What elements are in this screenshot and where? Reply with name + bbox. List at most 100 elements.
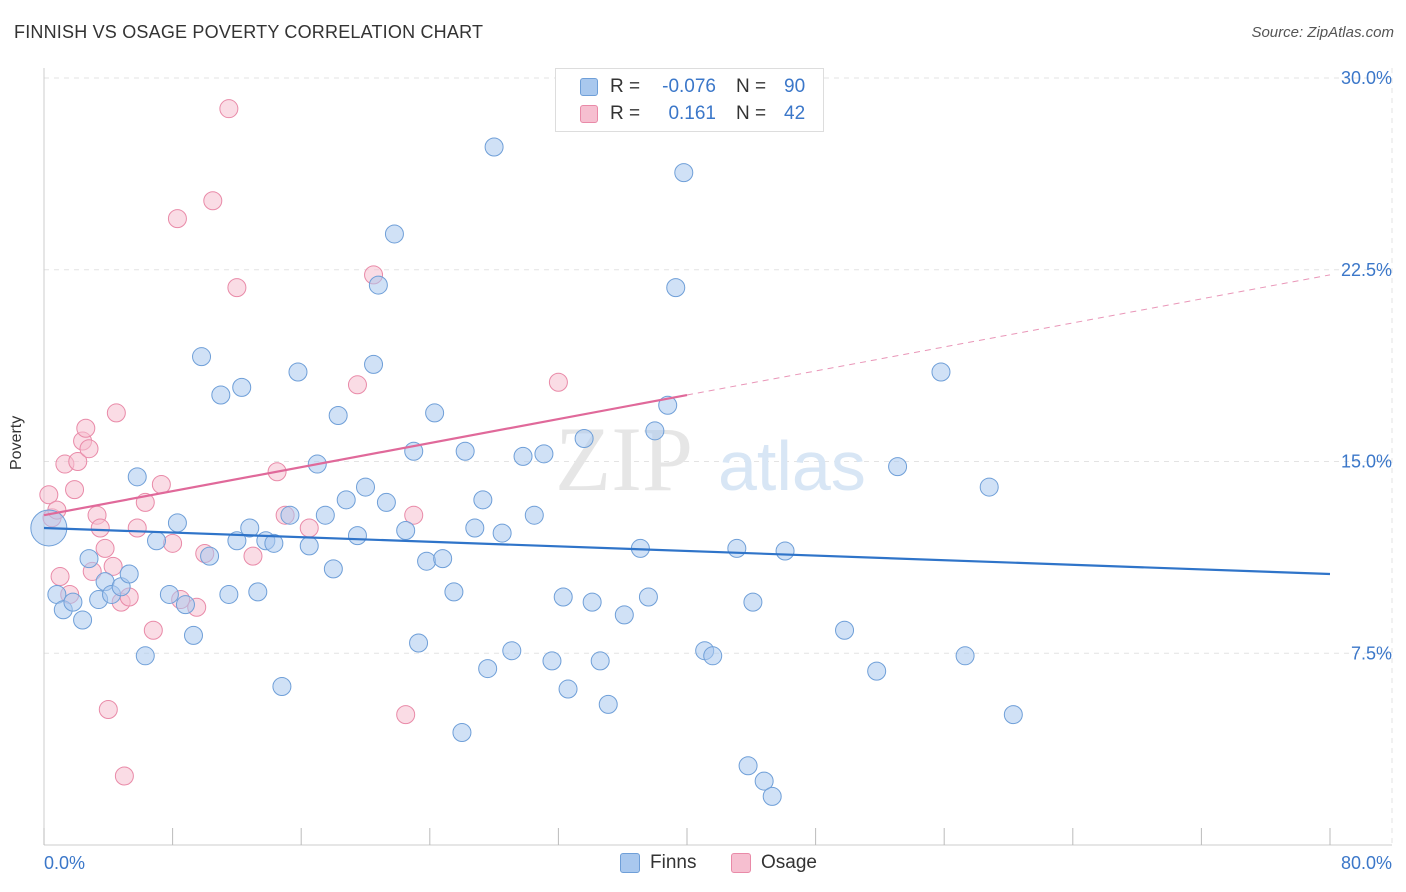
finns-point [364, 354, 384, 374]
finns-point [590, 651, 610, 671]
finns-point [175, 595, 195, 615]
finns-point [368, 275, 388, 295]
osage-point [151, 475, 171, 495]
watermark-zip: ZIP [555, 408, 693, 510]
correlation-legend: R = -0.076 N = 90 R = 0.161 N = 42 [555, 68, 824, 132]
n-label: N = [736, 76, 767, 97]
finns-point [743, 592, 763, 612]
finns-point [1003, 705, 1023, 725]
n-label: N = [736, 103, 767, 124]
osage-point [76, 418, 96, 438]
finns-point [63, 592, 83, 612]
osage-point [299, 518, 319, 538]
finns-point [264, 533, 284, 553]
chart-title: FINNISH VS OSAGE POVERTY CORRELATION CHA… [14, 22, 484, 42]
y-tick-label: 7.5% [1351, 643, 1392, 663]
axes [43, 68, 1392, 846]
finns-legend-swatch [620, 853, 640, 873]
legend-label-finns: Finns [650, 852, 697, 873]
finns-point [119, 564, 139, 584]
r-label: R = [610, 103, 641, 124]
osage-point [106, 403, 126, 423]
finns-point [347, 526, 367, 546]
finns-point [433, 549, 453, 569]
osage-point [219, 99, 239, 119]
finns-point [73, 610, 93, 630]
finns-swatch [580, 78, 598, 96]
finns-point [674, 163, 694, 183]
finns-point [582, 592, 602, 612]
r-value-osage: 0.161 [668, 103, 716, 124]
finns-point [323, 559, 343, 579]
finns-point [574, 428, 594, 448]
n-value-finns: 90 [784, 76, 806, 97]
osage-point [114, 766, 134, 786]
osage-point [396, 705, 416, 725]
y-tick-label: 30.0% [1341, 68, 1392, 88]
watermark-atlas: atlas [718, 427, 866, 505]
finns-point [159, 584, 179, 604]
legend-row-osage: R = 0.161 N = 42 [556, 101, 805, 127]
finns-point [425, 403, 445, 423]
finns-point [754, 771, 774, 791]
finns-point [384, 224, 404, 244]
finns-point [356, 477, 375, 497]
y-tick-label: 22.5% [1341, 260, 1392, 280]
finns-point [465, 518, 485, 538]
finns-point [248, 582, 268, 602]
finns-point [558, 679, 578, 699]
y-tick-label: 15.0% [1341, 452, 1392, 472]
osage-point [127, 518, 147, 538]
finns-point [534, 444, 554, 464]
x-tick-label-max: 80.0% [1341, 853, 1392, 873]
finns-point [79, 549, 99, 569]
finns-point [444, 582, 464, 602]
osage-point [203, 191, 223, 211]
finns-point [167, 513, 187, 533]
finns-point [478, 659, 498, 679]
osage-point [143, 620, 163, 640]
r-value-finns: -0.076 [662, 76, 716, 97]
osage-point [50, 567, 70, 587]
r-label: R = [610, 76, 641, 97]
legend-item-osage: Osage [731, 852, 817, 874]
osage-point [347, 375, 367, 395]
finns-point [183, 625, 203, 645]
finns-point [775, 541, 795, 561]
finns-point [931, 362, 951, 382]
osage-point [98, 699, 118, 719]
finns-point [135, 646, 155, 666]
series-legend: Finns Osage [0, 852, 1406, 878]
finns-point [524, 505, 544, 525]
finns-point [598, 694, 618, 714]
finns-point [192, 347, 212, 367]
source-label: Source: ZipAtlas.com [1251, 24, 1394, 41]
finns-point [738, 756, 758, 776]
finns-point [240, 518, 260, 538]
finns-point [409, 633, 429, 653]
finns-point [473, 490, 493, 510]
finns-point [492, 523, 512, 543]
finns-point [452, 723, 472, 743]
osage-point [68, 452, 88, 471]
finns-point [727, 538, 747, 558]
finns-point [280, 505, 300, 525]
osage-point [167, 209, 187, 229]
finns-point [762, 786, 782, 806]
x-tick-label-min: 0.0% [44, 853, 85, 873]
osage-trend-line [43, 393, 688, 517]
finns-point [336, 490, 356, 510]
finns-point [127, 467, 147, 487]
osage-point [79, 439, 99, 459]
finns-point [455, 441, 475, 461]
legend-label-osage: Osage [761, 852, 817, 873]
legend-item-finns: Finns [620, 852, 696, 874]
watermark: ZIP atlas [555, 408, 866, 510]
finns-point [328, 405, 348, 425]
finns-points [30, 137, 1023, 806]
finns-point [867, 661, 887, 681]
finns-point [638, 587, 658, 607]
legend-row-finns: R = -0.076 N = 90 [556, 74, 805, 100]
osage-point [163, 533, 183, 553]
osage-point [227, 278, 247, 298]
